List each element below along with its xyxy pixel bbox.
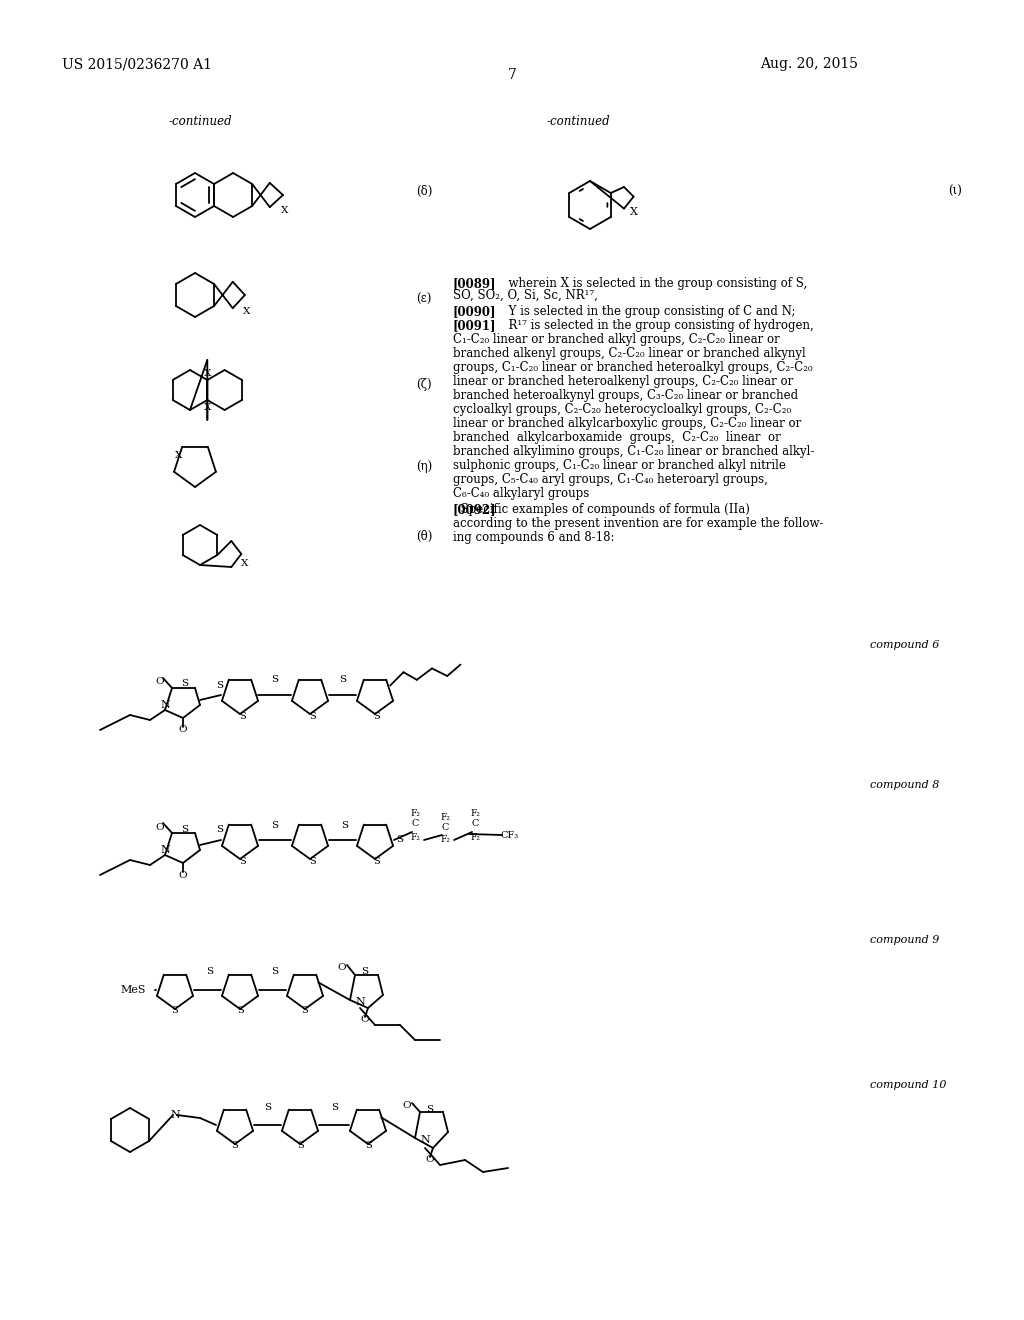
Text: S: S: [237, 1006, 244, 1015]
Text: sulphonic groups, C₁-C₂₀ linear or branched alkyl nitrile: sulphonic groups, C₁-C₂₀ linear or branc…: [453, 459, 785, 473]
Text: F₂: F₂: [470, 809, 480, 818]
Text: branched heteroalkynyl groups, C₃-C₂₀ linear or branched: branched heteroalkynyl groups, C₃-C₂₀ li…: [453, 389, 798, 403]
Text: X: X: [204, 370, 211, 379]
Text: (ι): (ι): [948, 185, 962, 198]
Text: F₂: F₂: [410, 833, 420, 842]
Text: S: S: [308, 711, 315, 721]
Text: R¹⁷ is selected in the group consisting of hydrogen,: R¹⁷ is selected in the group consisting …: [501, 319, 814, 333]
Text: O: O: [426, 1155, 434, 1164]
Text: (η): (η): [416, 459, 432, 473]
Text: S: S: [339, 676, 346, 685]
Text: [0089]: [0089]: [453, 277, 497, 290]
Text: X: X: [630, 207, 638, 218]
Text: -continued: -continued: [546, 115, 610, 128]
Text: branched alkylimino groups, C₁-C₂₀ linear or branched alkyl-: branched alkylimino groups, C₁-C₂₀ linea…: [453, 445, 814, 458]
Text: Aug. 20, 2015: Aug. 20, 2015: [760, 57, 858, 71]
Text: S: S: [216, 681, 223, 689]
Text: (δ): (δ): [416, 185, 432, 198]
Text: S: S: [172, 1006, 178, 1015]
Text: (θ): (θ): [416, 531, 432, 543]
Text: S: S: [239, 711, 246, 721]
Text: (ζ): (ζ): [416, 378, 432, 391]
Text: Y is selected in the group consisting of C and N;: Y is selected in the group consisting of…: [501, 305, 796, 318]
Text: O: O: [156, 822, 164, 832]
Text: compound 8: compound 8: [870, 780, 939, 789]
Text: branched alkenyl groups, C₂-C₂₀ linear or branched alkynyl: branched alkenyl groups, C₂-C₂₀ linear o…: [453, 347, 806, 360]
Text: O: O: [402, 1101, 412, 1110]
Text: S: S: [216, 825, 223, 834]
Text: cycloalkyl groups, C₂-C₂₀ heterocycloalkyl groups, C₂-C₂₀: cycloalkyl groups, C₂-C₂₀ heterocycloalk…: [453, 403, 792, 416]
Text: S: S: [341, 821, 348, 829]
Text: wherein X is selected in the group consisting of S,: wherein X is selected in the group consi…: [501, 277, 807, 290]
Text: SO, SO₂, O, Si, Sc, NR¹⁷,: SO, SO₂, O, Si, Sc, NR¹⁷,: [453, 289, 598, 302]
Text: S: S: [271, 676, 279, 685]
Text: S: S: [308, 857, 315, 866]
Text: MeS: MeS: [120, 985, 145, 995]
Text: 7: 7: [508, 69, 516, 82]
Text: F₂: F₂: [440, 813, 450, 821]
Text: -continued: -continued: [168, 115, 231, 128]
Text: CF₃: CF₃: [501, 830, 519, 840]
Text: S: S: [207, 968, 214, 977]
Text: [0090]: [0090]: [453, 305, 497, 318]
Text: S: S: [365, 1142, 372, 1150]
Text: S: S: [181, 825, 188, 833]
Text: S: S: [396, 836, 403, 845]
Text: branched  alkylcarboxamide  groups,  C₂-C₂₀  linear  or: branched alkylcarboxamide groups, C₂-C₂₀…: [453, 432, 780, 444]
Text: F₂: F₂: [410, 809, 420, 818]
Text: O: O: [338, 964, 346, 973]
Text: (ε): (ε): [416, 293, 431, 306]
Text: [0092]: [0092]: [453, 503, 497, 516]
Text: S: S: [361, 968, 369, 977]
Text: US 2015/0236270 A1: US 2015/0236270 A1: [62, 57, 212, 71]
Text: X: X: [281, 206, 289, 215]
Text: N: N: [160, 845, 170, 855]
Text: S: S: [374, 857, 380, 866]
Text: S: S: [271, 821, 279, 829]
Text: linear or branched heteroalkenyl groups, C₂-C₂₀ linear or: linear or branched heteroalkenyl groups,…: [453, 375, 794, 388]
Text: C: C: [412, 820, 419, 829]
Text: S: S: [426, 1105, 433, 1114]
Text: X: X: [175, 450, 182, 459]
Text: C: C: [441, 822, 449, 832]
Text: X: X: [241, 560, 248, 569]
Text: compound 9: compound 9: [870, 935, 939, 945]
Text: F₂: F₂: [470, 833, 480, 842]
Text: O: O: [178, 870, 187, 879]
Text: X: X: [204, 403, 211, 412]
Text: S: S: [181, 680, 188, 689]
Text: C: C: [471, 820, 478, 829]
Text: compound 6: compound 6: [870, 640, 939, 649]
Text: S: S: [297, 1142, 303, 1150]
Text: compound 10: compound 10: [870, 1080, 946, 1090]
Text: X: X: [244, 308, 251, 315]
Text: ing compounds 6 and 8-18:: ing compounds 6 and 8-18:: [453, 531, 614, 544]
Text: S: S: [374, 711, 380, 721]
Text: C₁-C₂₀ linear or branched alkyl groups, C₂-C₂₀ linear or: C₁-C₂₀ linear or branched alkyl groups, …: [453, 333, 779, 346]
Text: N: N: [170, 1110, 180, 1119]
Text: S: S: [231, 1142, 239, 1150]
Text: N: N: [160, 700, 170, 710]
Text: C₆-C₄₀ alkylaryl groups: C₆-C₄₀ alkylaryl groups: [453, 487, 589, 500]
Text: S: S: [332, 1104, 339, 1113]
Text: S: S: [239, 857, 246, 866]
Text: according to the present invention are for example the follow-: according to the present invention are f…: [453, 517, 823, 531]
Text: S: S: [302, 1006, 308, 1015]
Text: O: O: [360, 1015, 370, 1024]
Text: groups, C₁-C₂₀ linear or branched heteroalkyl groups, C₂-C₂₀: groups, C₁-C₂₀ linear or branched hetero…: [453, 360, 813, 374]
Text: N: N: [420, 1135, 430, 1144]
Text: N: N: [355, 997, 365, 1007]
Text: [0091]: [0091]: [453, 319, 497, 333]
Text: S: S: [264, 1104, 271, 1113]
Text: Specific examples of compounds of formula (IIa): Specific examples of compounds of formul…: [453, 503, 750, 516]
Text: groups, C₅-C₄₀ aryl groups, C₁-C₄₀ heteroaryl groups,: groups, C₅-C₄₀ aryl groups, C₁-C₄₀ heter…: [453, 473, 768, 486]
Text: F₂: F₂: [440, 836, 450, 845]
Text: O: O: [156, 677, 164, 686]
Text: O: O: [178, 726, 187, 734]
Text: S: S: [271, 968, 279, 977]
Text: linear or branched alkylcarboxylic groups, C₂-C₂₀ linear or: linear or branched alkylcarboxylic group…: [453, 417, 801, 430]
